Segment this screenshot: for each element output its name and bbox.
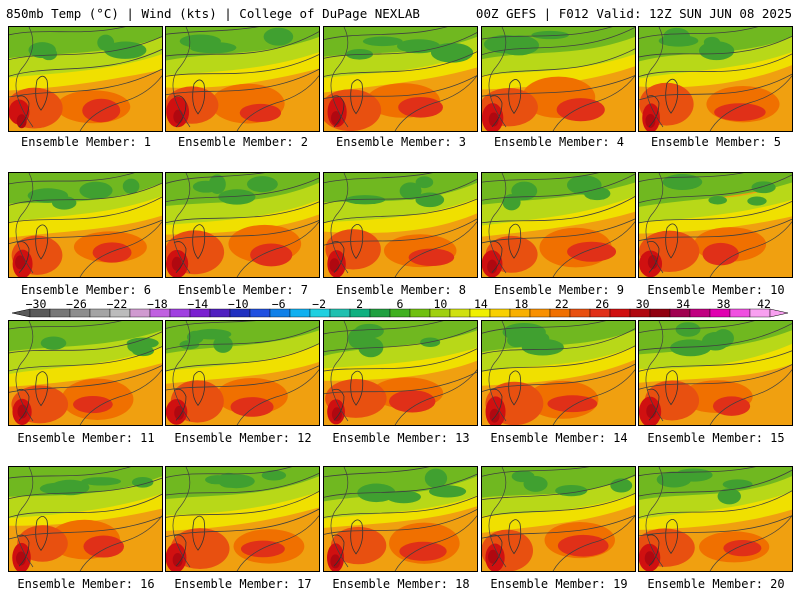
colorbar-tick-label: 42	[757, 297, 771, 311]
colorbar-tick-label: −30	[25, 297, 47, 311]
colorbar-tick-label: −10	[227, 297, 249, 311]
ensemble-member-map	[638, 466, 793, 572]
ensemble-member-label: Ensemble Member: 20	[647, 577, 785, 591]
ensemble-member-map	[165, 320, 320, 426]
ensemble-member-map	[323, 320, 478, 426]
ensemble-member-label: Ensemble Member: 1	[20, 135, 152, 149]
colorbar-tick-label: 26	[595, 297, 610, 311]
colorbar-tick-label: 10	[433, 297, 448, 311]
ensemble-member-label: Ensemble Member: 6	[20, 283, 152, 297]
ensemble-member-label: Ensemble Member: 5	[650, 135, 782, 149]
colorbar-tick-label: −22	[106, 297, 128, 311]
ensemble-member-label: Ensemble Member: 10	[647, 283, 785, 297]
ensemble-member-label: Ensemble Member: 2	[177, 135, 309, 149]
ensemble-member-label: Ensemble Member: 4	[493, 135, 625, 149]
colorbar-tick-label: −18	[146, 297, 168, 311]
colorbar-tick-label: 14	[473, 297, 488, 311]
ensemble-member-map	[165, 466, 320, 572]
colorbar-segment	[689, 308, 711, 318]
colorbar-tick-label: 30	[635, 297, 650, 311]
ensemble-member-map	[481, 172, 636, 278]
colorbar-segment	[329, 308, 351, 318]
ensemble-member-map	[481, 466, 636, 572]
ensemble-member-label: Ensemble Member: 12	[174, 431, 312, 445]
colorbar-tick-label: 6	[396, 297, 404, 311]
map-title: 850mb Temp (°C) | Wind (kts) | College o…	[6, 6, 420, 21]
ensemble-member-map	[638, 320, 793, 426]
ensemble-member-label: Ensemble Member: 15	[647, 431, 785, 445]
colorbar-segment	[729, 308, 751, 318]
ensemble-member-map	[8, 26, 163, 132]
colorbar-segment	[449, 308, 471, 318]
ensemble-member-label: Ensemble Member: 7	[177, 283, 309, 297]
colorbar-segment	[529, 308, 551, 318]
ensemble-member-map	[323, 172, 478, 278]
colorbar-segment	[489, 308, 511, 318]
ensemble-member-map	[8, 172, 163, 278]
colorbar-segment	[609, 308, 631, 318]
ensemble-member-label: Ensemble Member: 9	[493, 283, 625, 297]
colorbar-segment	[649, 308, 671, 318]
colorbar-tick-label: 34	[676, 297, 691, 311]
colorbar-tick-label: 18	[514, 297, 529, 311]
colorbar-tick-label: −26	[66, 297, 87, 311]
ensemble-member-map	[638, 172, 793, 278]
model-run-info: 00Z GEFS | F012 Valid: 12Z SUN JUN 08 20…	[475, 6, 792, 21]
colorbar-tick-label: −14	[187, 297, 209, 311]
ensemble-member-label: Ensemble Member: 14	[490, 431, 628, 445]
colorbar-tick-label: −6	[271, 297, 286, 311]
ensemble-member-map	[165, 26, 320, 132]
ensemble-member-label: Ensemble Member: 8	[335, 283, 467, 297]
colorbar-segment	[409, 308, 431, 318]
colorbar-segment	[369, 308, 391, 318]
ensemble-member-map	[8, 466, 163, 572]
ensemble-member-label: Ensemble Member: 11	[17, 431, 155, 445]
ensemble-member-label: Ensemble Member: 17	[174, 577, 312, 591]
colorbar-right-arrow	[769, 308, 789, 318]
colorbar-segment	[249, 308, 271, 318]
ensemble-member-label: Ensemble Member: 16	[17, 577, 155, 591]
ensemble-member-map	[481, 320, 636, 426]
ensemble-member-map	[323, 26, 478, 132]
colorbar-tick-label: 22	[554, 297, 569, 311]
colorbar-tick-label: −2	[312, 297, 327, 311]
ensemble-member-map	[8, 320, 163, 426]
colorbar-tick-label: 38	[716, 297, 731, 311]
ensemble-member-map	[165, 172, 320, 278]
temperature-colorbar	[11, 308, 789, 318]
colorbar-tick-label: 2	[356, 297, 364, 311]
ensemble-member-map	[481, 26, 636, 132]
ensemble-member-label: Ensemble Member: 19	[490, 577, 628, 591]
ensemble-member-label: Ensemble Member: 13	[332, 431, 470, 445]
ensemble-member-label: Ensemble Member: 18	[332, 577, 470, 591]
colorbar-segment	[569, 308, 591, 318]
colorbar-segment	[289, 308, 311, 318]
ensemble-member-map	[638, 26, 793, 132]
ensemble-member-map	[323, 466, 478, 572]
colorbar-labels: −30 −26 −22 −18 −14 −10 −6 −2 2 6 10 14 18 22 26 30 34 38…	[0, 0, 800, 311]
ensemble-member-label: Ensemble Member: 3	[335, 135, 467, 149]
